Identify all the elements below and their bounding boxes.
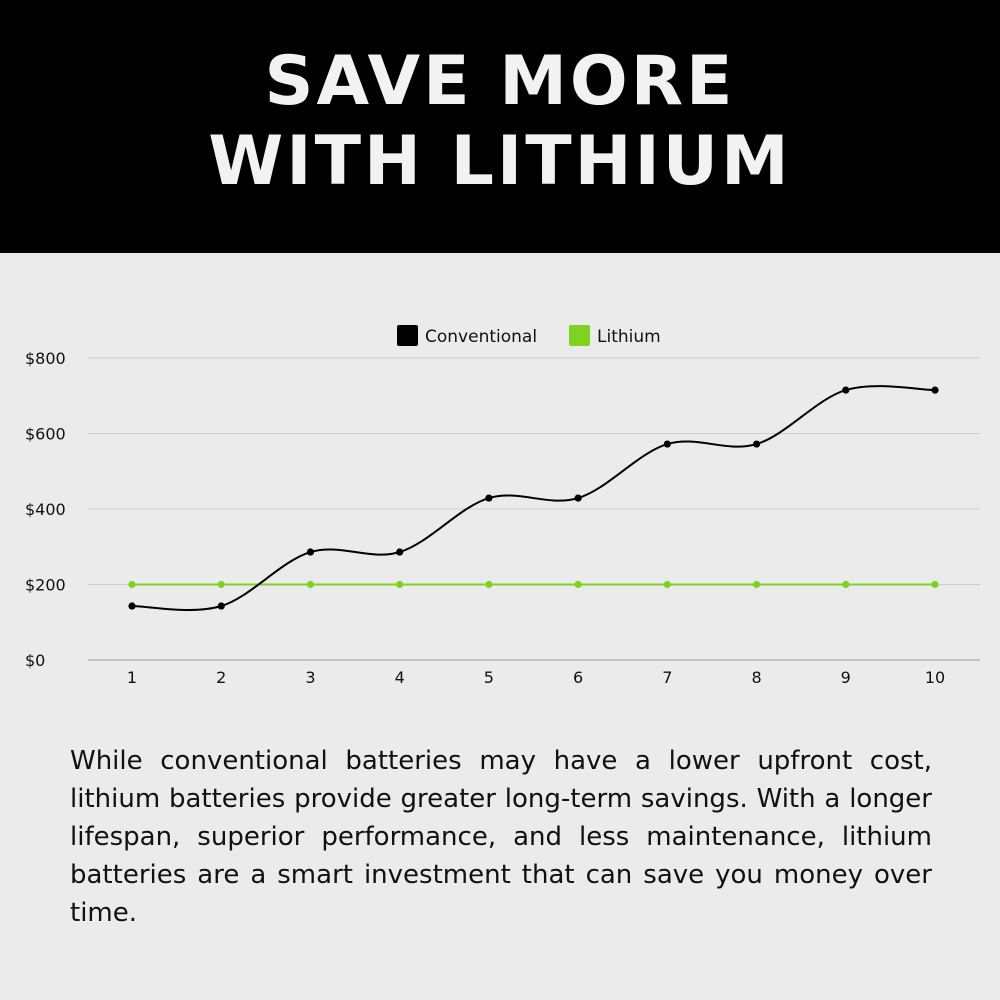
lithium-series (128, 580, 939, 589)
x-tick-label: 5 (484, 668, 494, 687)
conventional-point (663, 440, 671, 448)
x-tick-label: 3 (305, 668, 315, 687)
conventional-legend-swatch (397, 325, 418, 346)
conventional-series (128, 385, 939, 611)
lithium-point (217, 580, 225, 589)
title-line-1: SAVE MORE (264, 42, 736, 121)
conventional-point (752, 440, 761, 448)
lithium-point (306, 580, 315, 589)
conventional-point (128, 602, 136, 610)
conventional-point (396, 548, 404, 556)
x-tick-label: 2 (216, 668, 226, 687)
x-tick-label: 10 (925, 668, 945, 687)
lithium-point (931, 580, 939, 589)
savings-line-chart: $0 $200 $400 $600 $800 1 2 3 4 5 6 7 8 9 10 Conventio… (25, 325, 980, 687)
y-tick-label: $800 (25, 349, 66, 368)
x-tick-label: 9 (841, 668, 851, 687)
conventional-legend-label: Conventional (425, 327, 537, 347)
x-tick-label: 6 (573, 668, 583, 687)
lithium-point (842, 580, 850, 589)
conventional-line (131, 385, 936, 611)
title-line-2: WITH LITHIUM (208, 122, 792, 201)
chart-series (128, 385, 939, 611)
y-axis-labels: $0 $200 $400 $600 $800 (25, 349, 66, 670)
y-tick-label: $200 (25, 576, 66, 595)
y-tick-label: $0 (25, 651, 45, 670)
lithium-point (396, 580, 404, 589)
lithium-legend-label: Lithium (597, 327, 661, 347)
chart-gridlines (88, 357, 980, 661)
conventional-point (931, 386, 939, 394)
chart-legend: Conventional Lithium (397, 325, 661, 347)
conventional-point (485, 494, 493, 502)
conventional-point (306, 548, 315, 556)
lithium-point (574, 580, 582, 589)
lithium-point (485, 580, 493, 589)
conventional-point (574, 494, 582, 502)
conventional-point (842, 386, 850, 394)
title-banner: SAVE MORE WITH LITHIUM (0, 0, 1000, 253)
lithium-legend-swatch (569, 325, 590, 346)
y-tick-label: $600 (25, 425, 66, 444)
x-tick-label: 8 (751, 668, 761, 687)
conventional-point (217, 602, 225, 610)
lithium-point (663, 580, 671, 589)
description-paragraph: While conventional batteries may have a … (70, 746, 932, 928)
chart-area: $0 $200 $400 $600 $800 1 2 3 4 5 6 7 8 9 10 Conventio… (0, 300, 1000, 720)
x-tick-label: 1 (127, 668, 137, 687)
y-tick-label: $400 (25, 500, 66, 519)
lithium-point (752, 580, 761, 589)
x-axis-labels: 1 2 3 4 5 6 7 8 9 10 (127, 668, 945, 687)
x-tick-label: 7 (662, 668, 672, 687)
lithium-point (128, 580, 136, 589)
x-tick-label: 4 (395, 668, 405, 687)
